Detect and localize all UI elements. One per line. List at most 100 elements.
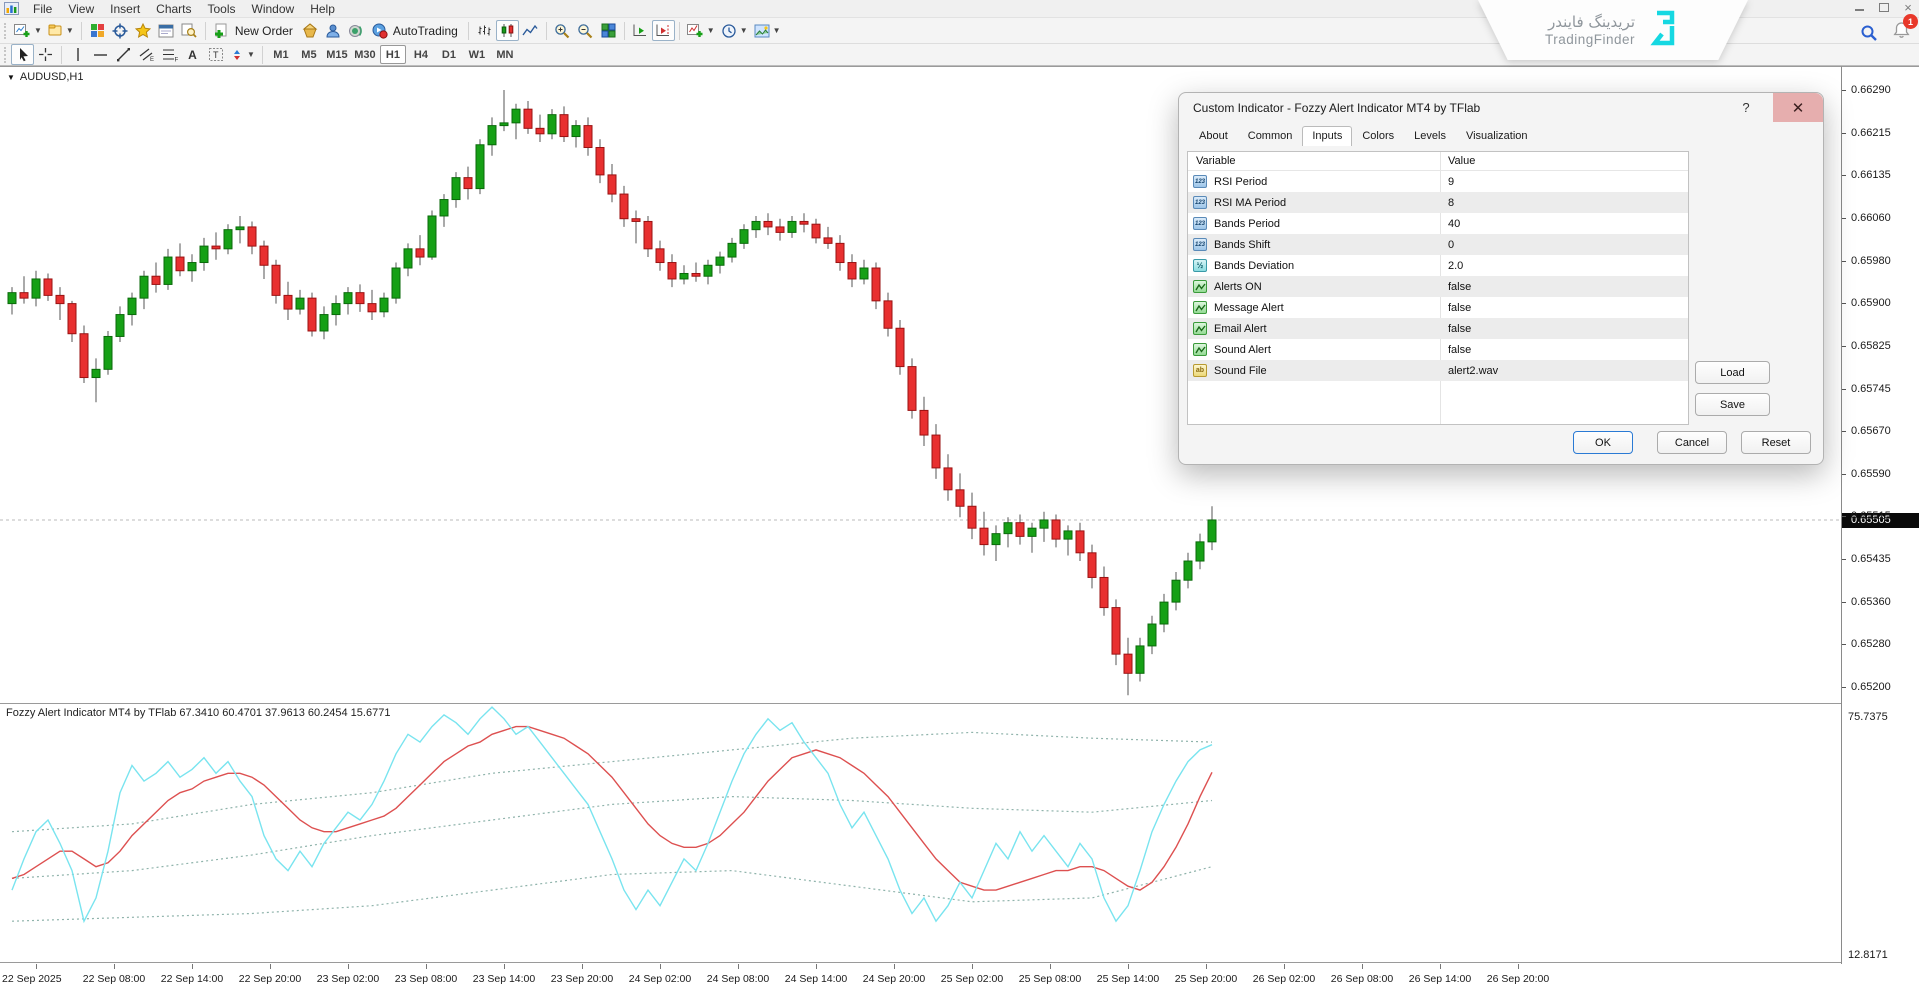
candlestick-chart-button[interactable]: [496, 20, 519, 41]
broadcast-button[interactable]: [345, 20, 368, 41]
zoom-in-button[interactable]: [551, 20, 574, 41]
horizontal-line-button[interactable]: [89, 44, 112, 65]
periods-button[interactable]: ▼: [718, 20, 751, 41]
parameter-value[interactable]: alert2.wav: [1448, 365, 1498, 377]
time-label: 24 Sep 20:00: [863, 973, 925, 985]
close-dialog-button[interactable]: ✕: [1773, 93, 1823, 122]
dialog-titlebar[interactable]: Custom Indicator - Fozzy Alert Indicator…: [1179, 93, 1823, 123]
parameter-name: Message Alert: [1214, 302, 1284, 314]
timeframe-button[interactable]: H4: [408, 45, 434, 64]
table-row[interactable]: ½ Bands Deviation 2.0: [1188, 255, 1688, 276]
strategy-tester-button[interactable]: [178, 20, 201, 41]
text-label-button[interactable]: T: [204, 44, 227, 65]
parameter-value[interactable]: false: [1448, 344, 1471, 356]
parameter-value[interactable]: false: [1448, 323, 1471, 335]
ok-button[interactable]: OK: [1573, 431, 1633, 454]
parameter-name: Bands Deviation: [1214, 260, 1294, 272]
cancel-button[interactable]: Cancel: [1657, 431, 1727, 454]
terminal-button[interactable]: [155, 20, 178, 41]
new-order-button[interactable]: New Order: [210, 20, 299, 41]
table-row[interactable]: 123 Bands Period 40: [1188, 213, 1688, 234]
auto-scroll-button[interactable]: [629, 20, 652, 41]
close-window-icon[interactable]: ×: [1901, 2, 1915, 13]
timeframe-button[interactable]: M15: [324, 45, 350, 64]
table-row[interactable]: Email Alert false: [1188, 318, 1688, 339]
parameter-value[interactable]: 9: [1448, 176, 1454, 188]
arrows-button[interactable]: ▼: [227, 44, 258, 65]
timeframe-button[interactable]: H1: [380, 45, 406, 64]
table-row[interactable]: 123 Bands Shift 0: [1188, 234, 1688, 255]
reset-button[interactable]: Reset: [1741, 431, 1811, 454]
parameter-value[interactable]: 8: [1448, 197, 1454, 209]
quick-access: 1: [1860, 21, 1911, 45]
dialog-tab[interactable]: Inputs: [1302, 126, 1352, 146]
indicators-button[interactable]: ▼: [684, 20, 718, 41]
price-tick: [1842, 516, 1846, 517]
timeframe-button[interactable]: D1: [436, 45, 462, 64]
autotrading-button[interactable]: AutoTrading: [368, 20, 464, 41]
dialog-tab[interactable]: Common: [1238, 126, 1303, 146]
menu-item[interactable]: View: [60, 1, 102, 17]
text-button[interactable]: A: [181, 44, 204, 65]
minimize-icon[interactable]: [1853, 2, 1867, 13]
save-button[interactable]: Save: [1695, 393, 1770, 416]
navigator-star-icon: [135, 23, 151, 39]
menu-item[interactable]: Help: [302, 1, 343, 17]
help-button[interactable]: ?: [1739, 100, 1753, 115]
parameter-value[interactable]: false: [1448, 302, 1471, 314]
table-row[interactable]: Message Alert false: [1188, 297, 1688, 318]
community-button[interactable]: [322, 20, 345, 41]
menu-item[interactable]: Charts: [148, 1, 199, 17]
navigator-button[interactable]: [132, 20, 155, 41]
data-window-button[interactable]: [109, 20, 132, 41]
parameter-value[interactable]: 40: [1448, 218, 1460, 230]
parameter-value[interactable]: false: [1448, 281, 1471, 293]
indicator-pane[interactable]: Fozzy Alert Indicator MT4 by TFlab 67.34…: [0, 703, 1841, 963]
timeframe-button[interactable]: W1: [464, 45, 490, 64]
parameter-value[interactable]: 2.0: [1448, 260, 1463, 272]
bar-chart-button[interactable]: [473, 20, 496, 41]
menu-item[interactable]: Window: [244, 1, 303, 17]
market-watch-button[interactable]: [86, 20, 109, 41]
menu-item[interactable]: Insert: [102, 1, 148, 17]
tile-windows-button[interactable]: [597, 20, 620, 41]
candlestick-chart-icon: [500, 23, 515, 38]
dialog-tab[interactable]: Colors: [1352, 126, 1404, 146]
timeframe-button[interactable]: MN: [492, 45, 518, 64]
column-value: Value: [1448, 155, 1475, 167]
table-row[interactable]: Alerts ON false: [1188, 276, 1688, 297]
notifications-button[interactable]: 1: [1892, 21, 1911, 45]
templates-button[interactable]: ▼: [751, 20, 784, 41]
dialog-tab[interactable]: Levels: [1404, 126, 1456, 146]
menu-item[interactable]: File: [25, 1, 60, 17]
line-chart-button[interactable]: [519, 20, 542, 41]
trendline-button[interactable]: [112, 44, 135, 65]
timeframe-button[interactable]: M30: [352, 45, 378, 64]
table-row[interactable]: 123 RSI MA Period 8: [1188, 192, 1688, 213]
table-row[interactable]: 123 RSI Period 9: [1188, 171, 1688, 192]
table-row[interactable]: Sound Alert false: [1188, 339, 1688, 360]
equidistant-channel-button[interactable]: E: [135, 44, 158, 65]
cursor-button[interactable]: [11, 44, 34, 65]
profiles-button[interactable]: ▼: [45, 20, 77, 41]
zoom-out-button[interactable]: [574, 20, 597, 41]
parameter-value[interactable]: 0: [1448, 239, 1454, 251]
time-axis[interactable]: 22 Sep 202522 Sep 08:0022 Sep 14:0022 Se…: [0, 964, 1919, 996]
menu-item[interactable]: Tools: [200, 1, 244, 17]
crosshair-button[interactable]: [34, 44, 57, 65]
vertical-line-button[interactable]: [66, 44, 89, 65]
timeframe-button[interactable]: M5: [296, 45, 322, 64]
price-axis[interactable]: 0.65505 75.7375 12.8171 0.662900.662150.…: [1841, 66, 1919, 964]
dialog-tab[interactable]: Visualization: [1456, 126, 1538, 146]
timeframe-button[interactable]: M1: [268, 45, 294, 64]
fibonacci-button[interactable]: F: [158, 44, 181, 65]
restore-icon[interactable]: [1877, 2, 1891, 13]
symbol-label[interactable]: ▼ AUDUSD,H1: [7, 71, 84, 83]
chart-shift-button[interactable]: [652, 20, 675, 41]
search-icon[interactable]: [1860, 24, 1878, 42]
dialog-tab[interactable]: About: [1189, 126, 1238, 146]
load-button[interactable]: Load: [1695, 361, 1770, 384]
new-chart-button[interactable]: ▼: [11, 20, 45, 41]
table-row[interactable]: ab Sound File alert2.wav: [1188, 360, 1688, 381]
metaeditor-button[interactable]: [299, 20, 322, 41]
